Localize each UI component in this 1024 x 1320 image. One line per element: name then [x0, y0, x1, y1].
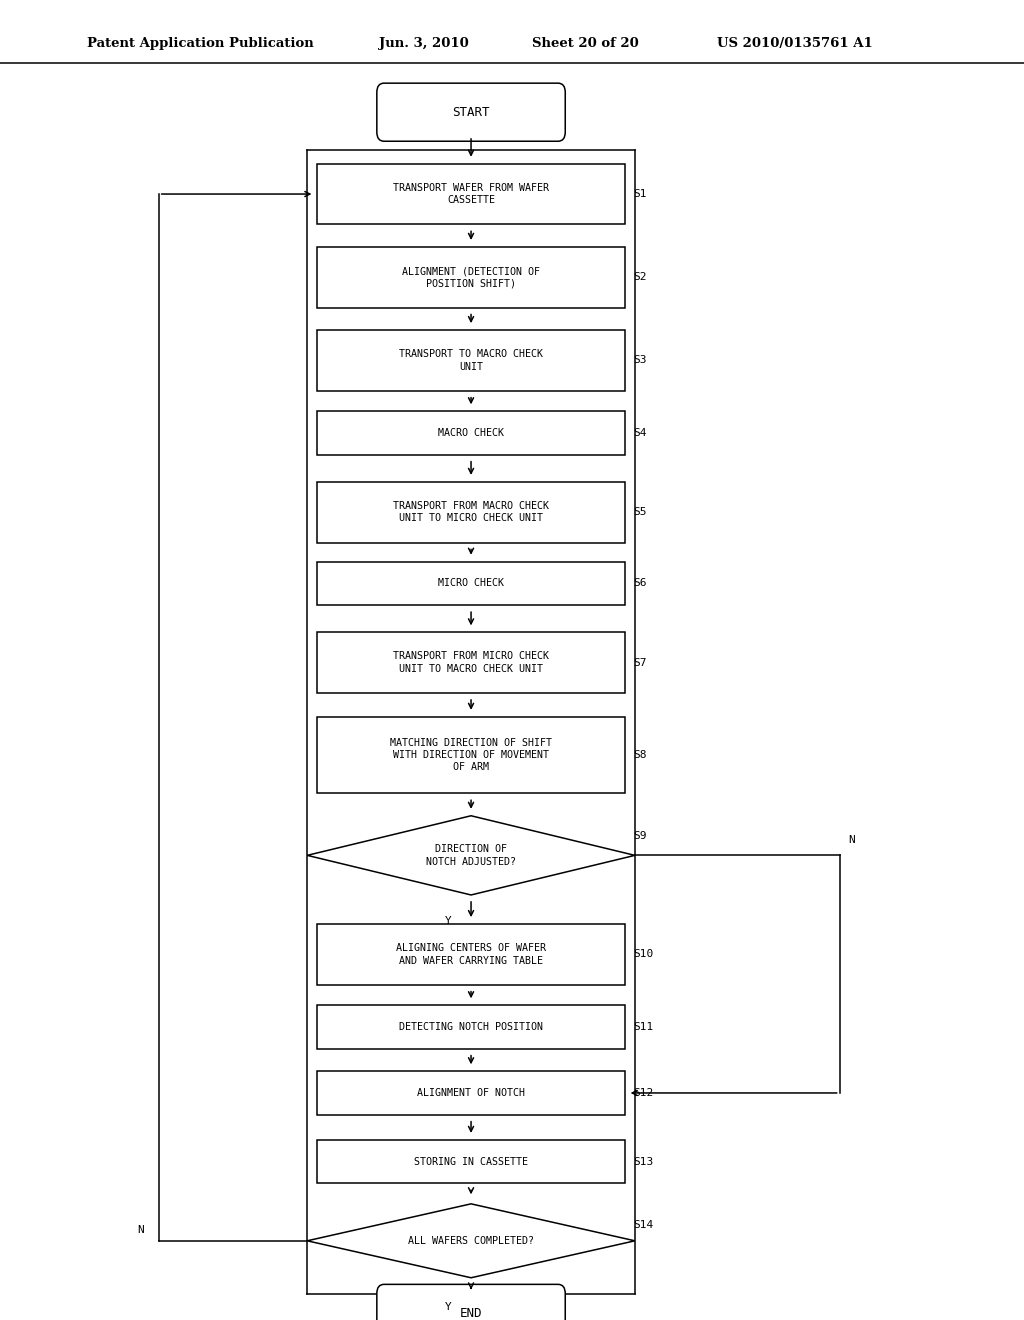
Text: DIRECTION OF
NOTCH ADJUSTED?: DIRECTION OF NOTCH ADJUSTED? [426, 845, 516, 866]
Text: N: N [849, 834, 855, 845]
Text: Y: Y [445, 916, 452, 927]
Text: N: N [137, 1225, 143, 1236]
Text: STORING IN CASSETTE: STORING IN CASSETTE [414, 1156, 528, 1167]
Text: DETECTING NOTCH POSITION: DETECTING NOTCH POSITION [399, 1022, 543, 1032]
Text: S1: S1 [633, 189, 646, 199]
FancyBboxPatch shape [317, 632, 625, 693]
Text: ALIGNMENT (DETECTION OF
POSITION SHIFT): ALIGNMENT (DETECTION OF POSITION SHIFT) [402, 267, 540, 288]
Text: Jun. 3, 2010: Jun. 3, 2010 [379, 37, 469, 50]
Text: MICRO CHECK: MICRO CHECK [438, 578, 504, 589]
Text: START: START [453, 106, 489, 119]
Text: S7: S7 [633, 657, 646, 668]
FancyBboxPatch shape [377, 83, 565, 141]
Text: END: END [460, 1307, 482, 1320]
Text: ALIGNMENT OF NOTCH: ALIGNMENT OF NOTCH [417, 1088, 525, 1098]
Text: TRANSPORT TO MACRO CHECK
UNIT: TRANSPORT TO MACRO CHECK UNIT [399, 350, 543, 371]
Text: S13: S13 [633, 1156, 653, 1167]
Text: ALIGNING CENTERS OF WAFER
AND WAFER CARRYING TABLE: ALIGNING CENTERS OF WAFER AND WAFER CARR… [396, 944, 546, 965]
Text: Sheet 20 of 20: Sheet 20 of 20 [532, 37, 639, 50]
FancyBboxPatch shape [317, 1006, 625, 1048]
FancyBboxPatch shape [317, 411, 625, 454]
FancyBboxPatch shape [317, 561, 625, 605]
Text: S14: S14 [633, 1220, 653, 1230]
FancyBboxPatch shape [317, 330, 625, 391]
Polygon shape [307, 1204, 635, 1278]
Text: Patent Application Publication: Patent Application Publication [87, 37, 313, 50]
Text: S3: S3 [633, 355, 646, 366]
FancyBboxPatch shape [317, 247, 625, 308]
Text: ALL WAFERS COMPLETED?: ALL WAFERS COMPLETED? [408, 1236, 535, 1246]
Text: TRANSPORT WAFER FROM WAFER
CASSETTE: TRANSPORT WAFER FROM WAFER CASSETTE [393, 183, 549, 205]
Text: S9: S9 [633, 830, 646, 841]
FancyBboxPatch shape [317, 717, 625, 793]
Text: S5: S5 [633, 507, 646, 517]
FancyBboxPatch shape [317, 1139, 625, 1183]
Text: S2: S2 [633, 272, 646, 282]
Text: S10: S10 [633, 949, 653, 960]
FancyBboxPatch shape [377, 1284, 565, 1320]
Text: S8: S8 [633, 750, 646, 760]
FancyBboxPatch shape [317, 482, 625, 543]
Text: US 2010/0135761 A1: US 2010/0135761 A1 [717, 37, 872, 50]
FancyBboxPatch shape [317, 924, 625, 985]
FancyBboxPatch shape [317, 1072, 625, 1114]
Text: S6: S6 [633, 578, 646, 589]
Polygon shape [307, 816, 635, 895]
Text: S11: S11 [633, 1022, 653, 1032]
Text: TRANSPORT FROM MICRO CHECK
UNIT TO MACRO CHECK UNIT: TRANSPORT FROM MICRO CHECK UNIT TO MACRO… [393, 652, 549, 673]
Text: MATCHING DIRECTION OF SHIFT
WITH DIRECTION OF MOVEMENT
OF ARM: MATCHING DIRECTION OF SHIFT WITH DIRECTI… [390, 738, 552, 772]
Text: MACRO CHECK: MACRO CHECK [438, 428, 504, 438]
Text: S12: S12 [633, 1088, 653, 1098]
Text: TRANSPORT FROM MACRO CHECK
UNIT TO MICRO CHECK UNIT: TRANSPORT FROM MACRO CHECK UNIT TO MICRO… [393, 502, 549, 523]
Text: S4: S4 [633, 428, 646, 438]
Text: Y: Y [445, 1302, 452, 1312]
FancyBboxPatch shape [317, 164, 625, 224]
